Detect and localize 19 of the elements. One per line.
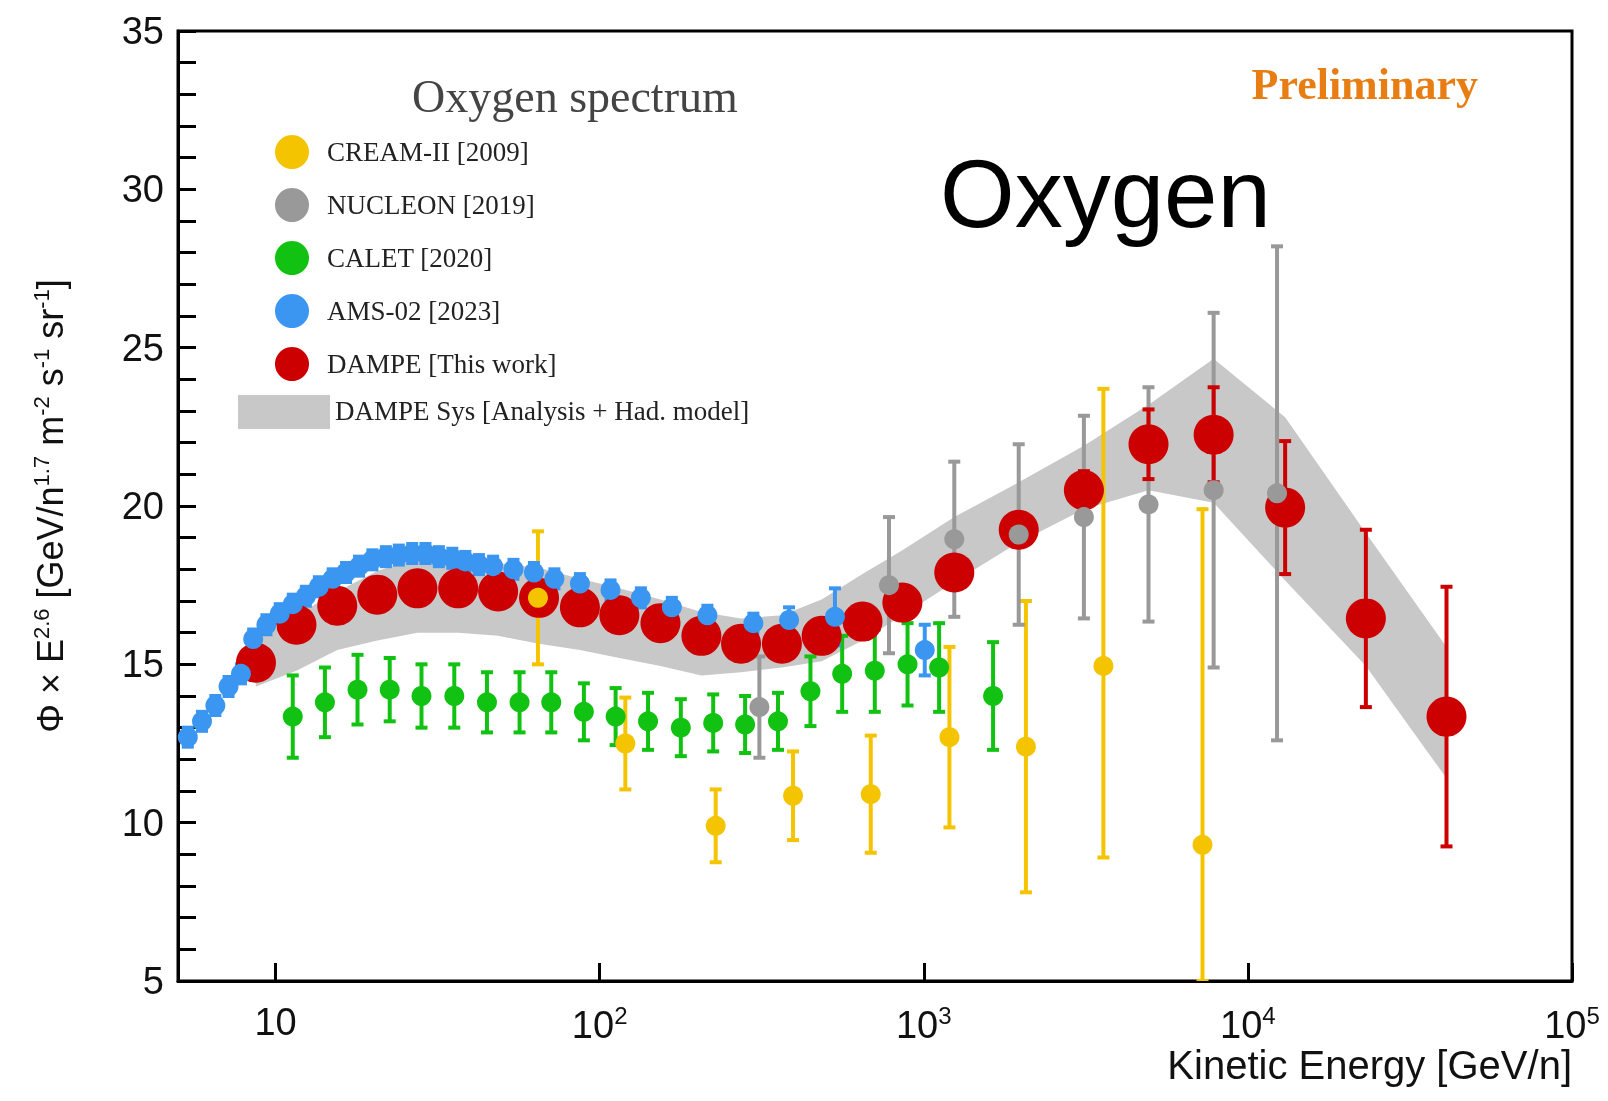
- annotation: Preliminary: [1251, 59, 1478, 109]
- legend-label: NUCLEON [2019]: [327, 190, 535, 220]
- annotation: DAMPE Sys [Analysis + Had. model]: [335, 395, 750, 426]
- y-tick-label: 35: [121, 10, 164, 52]
- y-tick-label: 20: [121, 485, 164, 527]
- legend-label: DAMPE [This work]: [327, 349, 557, 379]
- y-tick-label: 30: [121, 168, 164, 211]
- x-axis-title: Kinetic Energy [GeV/n]: [1167, 1043, 1572, 1087]
- text: Φ × E2.6 [GeV/n1.7 m-2 s-1 sr-1]: [28, 279, 71, 733]
- legend-label: CREAM-II [2009]: [327, 137, 529, 167]
- text: Oxygen: [940, 139, 1271, 247]
- legend-title: Oxygen spectrum: [412, 70, 738, 122]
- y-tick-label: 10: [121, 801, 164, 844]
- y-tick-label: 5: [142, 960, 164, 1002]
- y-tick-label: 15: [121, 643, 164, 686]
- legend-label: CALET [2020]: [327, 243, 493, 273]
- legend-label: AMS-02 [2023]: [327, 296, 501, 326]
- y-tick-label: 25: [121, 326, 164, 369]
- x-tick-label: 10: [254, 1001, 297, 1043]
